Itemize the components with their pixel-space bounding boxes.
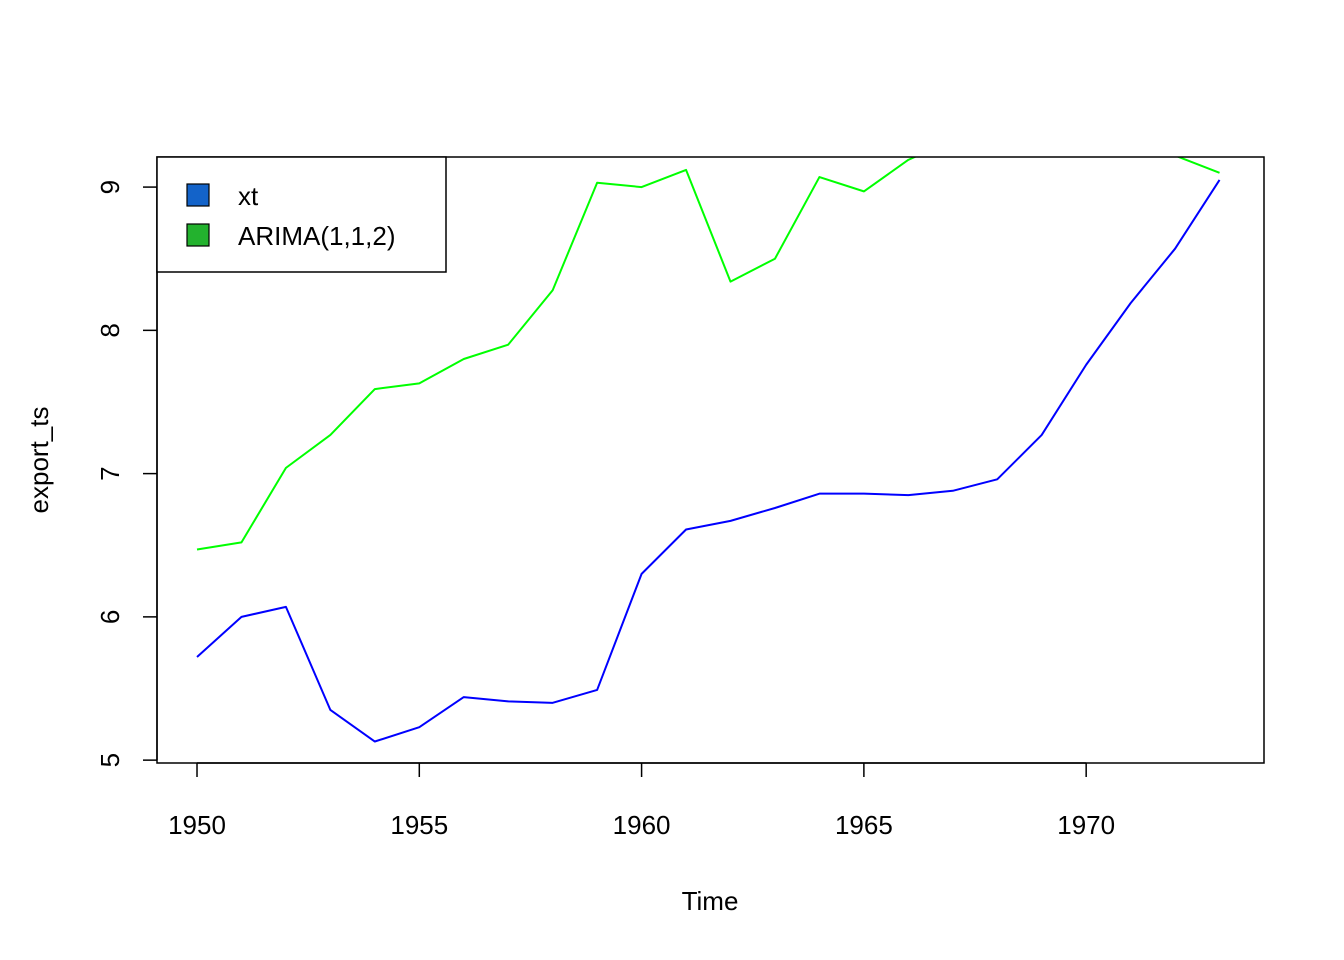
x-tick-label-1955: 1955	[390, 810, 448, 840]
x-tick-label-1960: 1960	[613, 810, 671, 840]
y-tick-label-7: 7	[95, 466, 125, 480]
y-axis-label: export_ts	[24, 407, 54, 514]
y-tick-label-8: 8	[95, 323, 125, 337]
x-axis: 1950 1955 1960 1965 1970	[168, 762, 1115, 840]
legend-label-xt: xt	[238, 181, 259, 211]
series-layer	[196, 157, 1221, 743]
x-tick-label-1965: 1965	[835, 810, 893, 840]
y-tick-label-6: 6	[95, 610, 125, 624]
legend-box	[156, 156, 447, 273]
legend-swatch-xt	[186, 183, 210, 207]
legend: xt ARIMA(1,1,2)	[156, 156, 447, 273]
x-tick-label-1950: 1950	[168, 810, 226, 840]
y-tick-label-5: 5	[95, 753, 125, 767]
legend-swatch-arima	[186, 223, 210, 247]
y-tick-label-9: 9	[95, 180, 125, 194]
legend-label-arima: ARIMA(1,1,2)	[238, 221, 396, 251]
x-tick-label-1970: 1970	[1057, 810, 1115, 840]
x-axis-label: Time	[682, 886, 739, 916]
y-axis: 5 6 7 8 9	[95, 180, 158, 767]
series-line-xt	[196, 179, 1221, 743]
series-line-arima	[196, 157, 1220, 551]
